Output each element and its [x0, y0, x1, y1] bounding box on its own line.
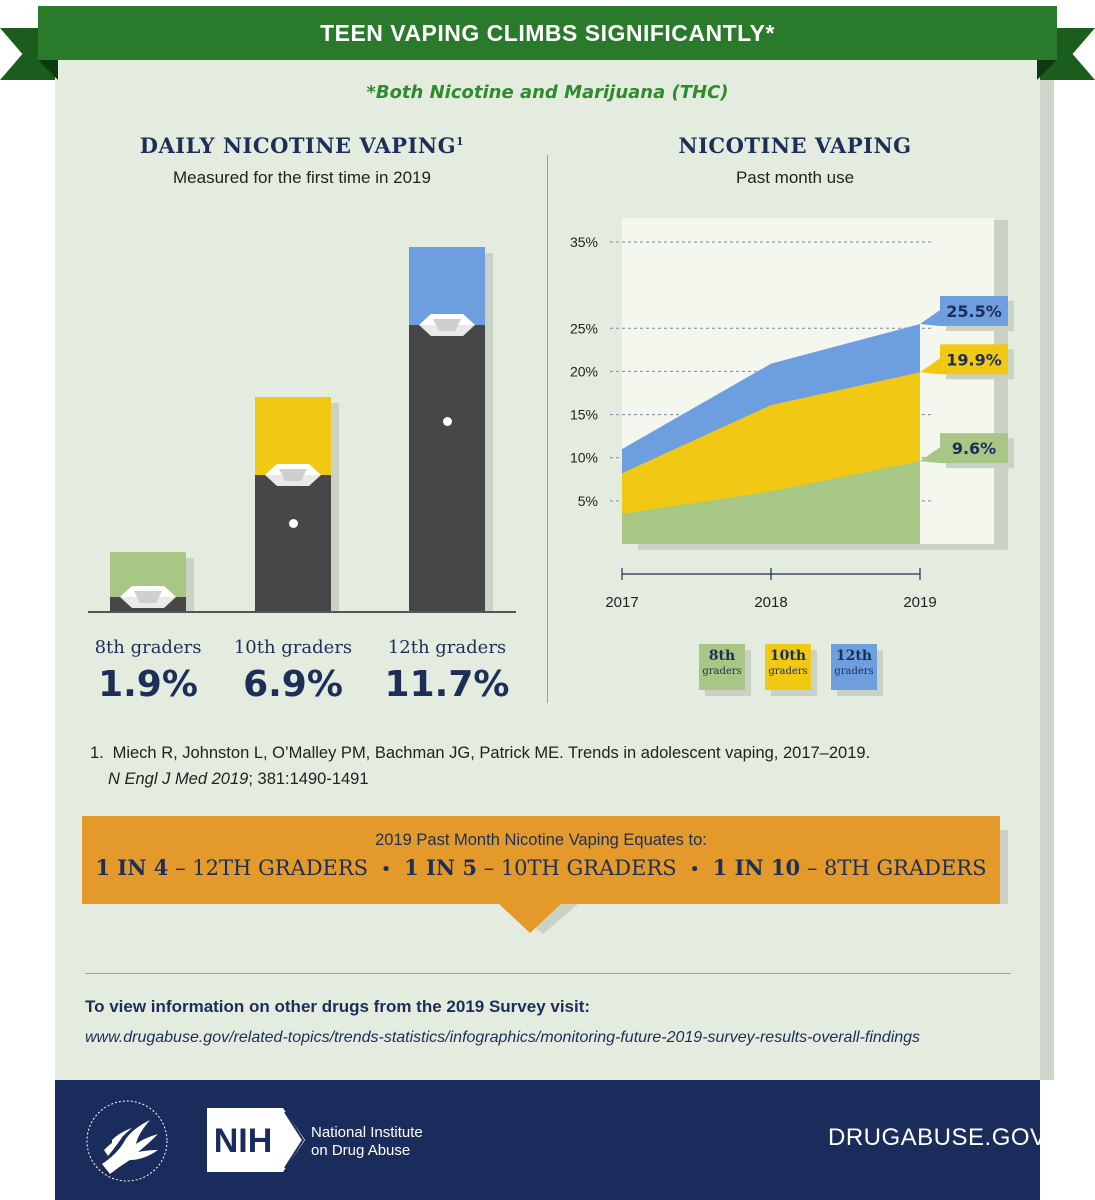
reference-journal: N Engl J Med 2019	[108, 770, 249, 788]
legend-label: 8th	[708, 648, 736, 664]
legend-sublabel: graders	[768, 666, 808, 677]
callout-ratio-8th: 1 IN 10	[712, 855, 801, 880]
right-section-subtitle: Past month use	[735, 168, 855, 187]
section-divider	[547, 155, 548, 703]
bar-baseline	[88, 611, 516, 613]
reference-footnote: 1. Miech R, Johnston L, O’Malley PM, Bac…	[90, 740, 870, 792]
bar-led-10th	[288, 519, 298, 528]
end-label-8th: 9.6%	[920, 433, 1014, 469]
bar-value-label-10th: 6.9%	[243, 664, 343, 705]
x-tick-label: 2019	[903, 594, 936, 611]
bar-tip-10th	[265, 464, 321, 486]
footnote-mark: 1	[456, 135, 465, 148]
callout-separator: •	[689, 859, 700, 880]
y-tick-label: 20%	[570, 363, 598, 379]
bar-value-label-8th: 1.9%	[98, 664, 198, 705]
x-tick-label: 2018	[754, 594, 787, 611]
visit-link[interactable]: www.drugabuse.gov/related-topics/trends-…	[85, 1029, 921, 1046]
banner: TEEN VAPING CLIMBS SIGNIFICANTLY*	[38, 6, 1057, 60]
callout-group-8th: – 8TH GRADERS	[806, 856, 987, 880]
bar-value-label-12th: 11.7%	[384, 664, 510, 705]
institute-name-line-1: National Institute	[311, 1124, 423, 1141]
end-label-text: 25.5%	[946, 302, 1002, 321]
legend-label: 12th	[835, 648, 873, 664]
y-tick-label: 25%	[570, 320, 598, 336]
callout-box	[82, 816, 1000, 904]
chart-x-axis: 2017 2018 2019	[605, 568, 937, 611]
end-label-text: 9.6%	[952, 439, 996, 458]
end-label-12th: 25.5%	[920, 295, 1014, 331]
visit-heading: To view information on other drugs from …	[85, 997, 591, 1016]
reference-number: 1.	[90, 744, 104, 762]
bar-cap-10th	[255, 397, 331, 475]
bar-tip-8th	[120, 586, 176, 608]
panel-shadow	[1040, 80, 1054, 1080]
hhs-seal-icon	[86, 1100, 168, 1182]
area-chart: 25.5%19.9%9.6% 5%10%15%20%25%35% 2017 201…	[570, 218, 1014, 611]
callout-ratio-12th: 1 IN 4	[95, 855, 169, 880]
x-tick-label: 2017	[605, 594, 638, 611]
end-label-10th: 19.9%	[920, 344, 1014, 380]
reference-line-2: N Engl J Med 2019; 381:1490-1491	[90, 766, 870, 792]
banner-title: TEEN VAPING CLIMBS SIGNIFICANTLY*	[320, 19, 775, 46]
bar-category-label-10th: 10th graders	[233, 637, 353, 658]
reference-citation: ; 381:1490-1491	[248, 770, 369, 788]
callout-group-12th: – 12TH GRADERS	[175, 856, 369, 880]
end-label-text: 19.9%	[946, 350, 1002, 369]
page-subtitle: *Both Nicotine and Marijuana (THC)	[366, 82, 729, 103]
bar-category-label-8th: 8th graders	[94, 637, 202, 658]
left-title-text: DAILY NICOTINE VAPING	[139, 133, 457, 158]
institute-name: National Institute on Drug Abuse	[311, 1124, 423, 1160]
bar-category-label-12th: 12th graders	[387, 637, 507, 658]
y-tick-label: 35%	[570, 234, 598, 250]
y-tick-label: 5%	[578, 493, 598, 509]
callout-heading: 2019 Past Month Nicotine Vaping Equates …	[375, 831, 707, 849]
legend-sublabel: graders	[702, 666, 742, 677]
legend-item-8th: 8th graders	[699, 644, 745, 690]
chart-end-labels: 25.5% 19.9% 9.6%	[920, 295, 1014, 469]
nih-logo-text: NIH	[214, 1122, 273, 1160]
callout-group-10th: – 10TH GRADERS	[483, 856, 677, 880]
reference-text: Miech R, Johnston L, O’Malley PM, Bachma…	[112, 744, 871, 762]
institute-name-line-2: on Drug Abuse	[311, 1142, 411, 1159]
area-series-8th	[622, 461, 920, 544]
callout-separator: •	[380, 859, 392, 880]
legend-sublabel: graders	[834, 666, 874, 677]
reference-line-1: 1. Miech R, Johnston L, O’Malley PM, Bac…	[90, 740, 870, 766]
chart-y-axis: 5% 10% 15% 20% 25% 35%	[570, 234, 598, 509]
bar-cap-12th	[409, 247, 485, 325]
legend-item-12th: 12th graders	[831, 644, 877, 690]
y-tick-label: 10%	[570, 450, 598, 466]
callout-statement: 1 IN 4 – 12TH GRADERS • 1 IN 5 – 10TH GR…	[82, 855, 1000, 880]
right-section-title: NICOTINE VAPING	[678, 133, 912, 158]
left-section-subtitle: Measured for the first time in 2019	[173, 168, 431, 187]
y-tick-label: 15%	[570, 407, 598, 423]
left-section-title: DAILY NICOTINE VAPING1	[88, 133, 516, 158]
horizontal-rule	[85, 973, 1011, 974]
legend-item-10th: 10th graders	[765, 644, 811, 690]
nih-logo-icon: NIH	[207, 1108, 305, 1172]
bar-tip-12th	[419, 314, 475, 336]
callout-ratio-10th: 1 IN 5	[404, 855, 477, 880]
bar-led-12th	[442, 417, 452, 426]
chart-areas	[622, 323, 920, 544]
legend-label: 10th	[769, 648, 807, 664]
footer-website-link[interactable]: DRUGABUSE.GOV	[828, 1124, 1047, 1151]
